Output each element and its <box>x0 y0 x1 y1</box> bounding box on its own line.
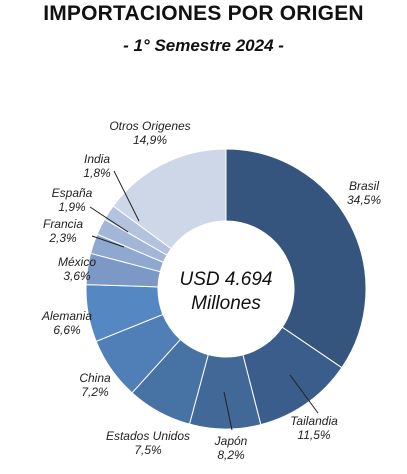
slice-label-value: 34,5% <box>347 193 381 207</box>
slice-label-value: 14,9% <box>133 133 167 147</box>
slice-label-name: Francia <box>43 217 83 231</box>
slice-label-name: México <box>58 255 96 269</box>
center-label-line-2: Millones <box>191 293 261 314</box>
slice-label-name: Estados Unidos <box>106 429 190 443</box>
leader-line <box>89 206 129 233</box>
donut-hole <box>158 221 294 357</box>
leader-line <box>289 374 319 414</box>
slice-label-name: Japón <box>214 434 248 448</box>
leader-line <box>91 235 125 248</box>
slice-label-value: 7,5% <box>134 443 162 457</box>
slice-label-value: 7,2% <box>81 385 109 399</box>
center-label-line-1: USD 4.694 <box>180 269 273 290</box>
slice-label-name: China <box>79 371 111 385</box>
slice-label-value: 6,6% <box>53 323 81 337</box>
slice-label-name: Brasil <box>349 179 379 193</box>
chart-title: IMPORTACIONES POR ORIGEN <box>43 2 364 25</box>
slice-label-value: 11,5% <box>297 428 330 442</box>
slice-label-value: 3,6% <box>63 269 91 283</box>
slice-label-value: 2,3% <box>48 231 77 245</box>
slice-label-name: España <box>52 186 93 200</box>
leader-line <box>223 391 233 431</box>
slice-label-value: 8,2% <box>217 448 245 462</box>
slice-label-value: 1,9% <box>58 200 86 214</box>
slice-label-name: Tailandia <box>290 414 338 428</box>
slice-label-value: 1,8% <box>83 166 111 180</box>
slice-label-name: Otros Origenes <box>109 119 190 133</box>
slice-label-name: Alemania <box>41 309 92 323</box>
chart-subtitle: - 1° Semestre 2024 - <box>123 36 284 55</box>
leader-line <box>113 170 140 222</box>
slice-label-name: India <box>84 152 110 166</box>
